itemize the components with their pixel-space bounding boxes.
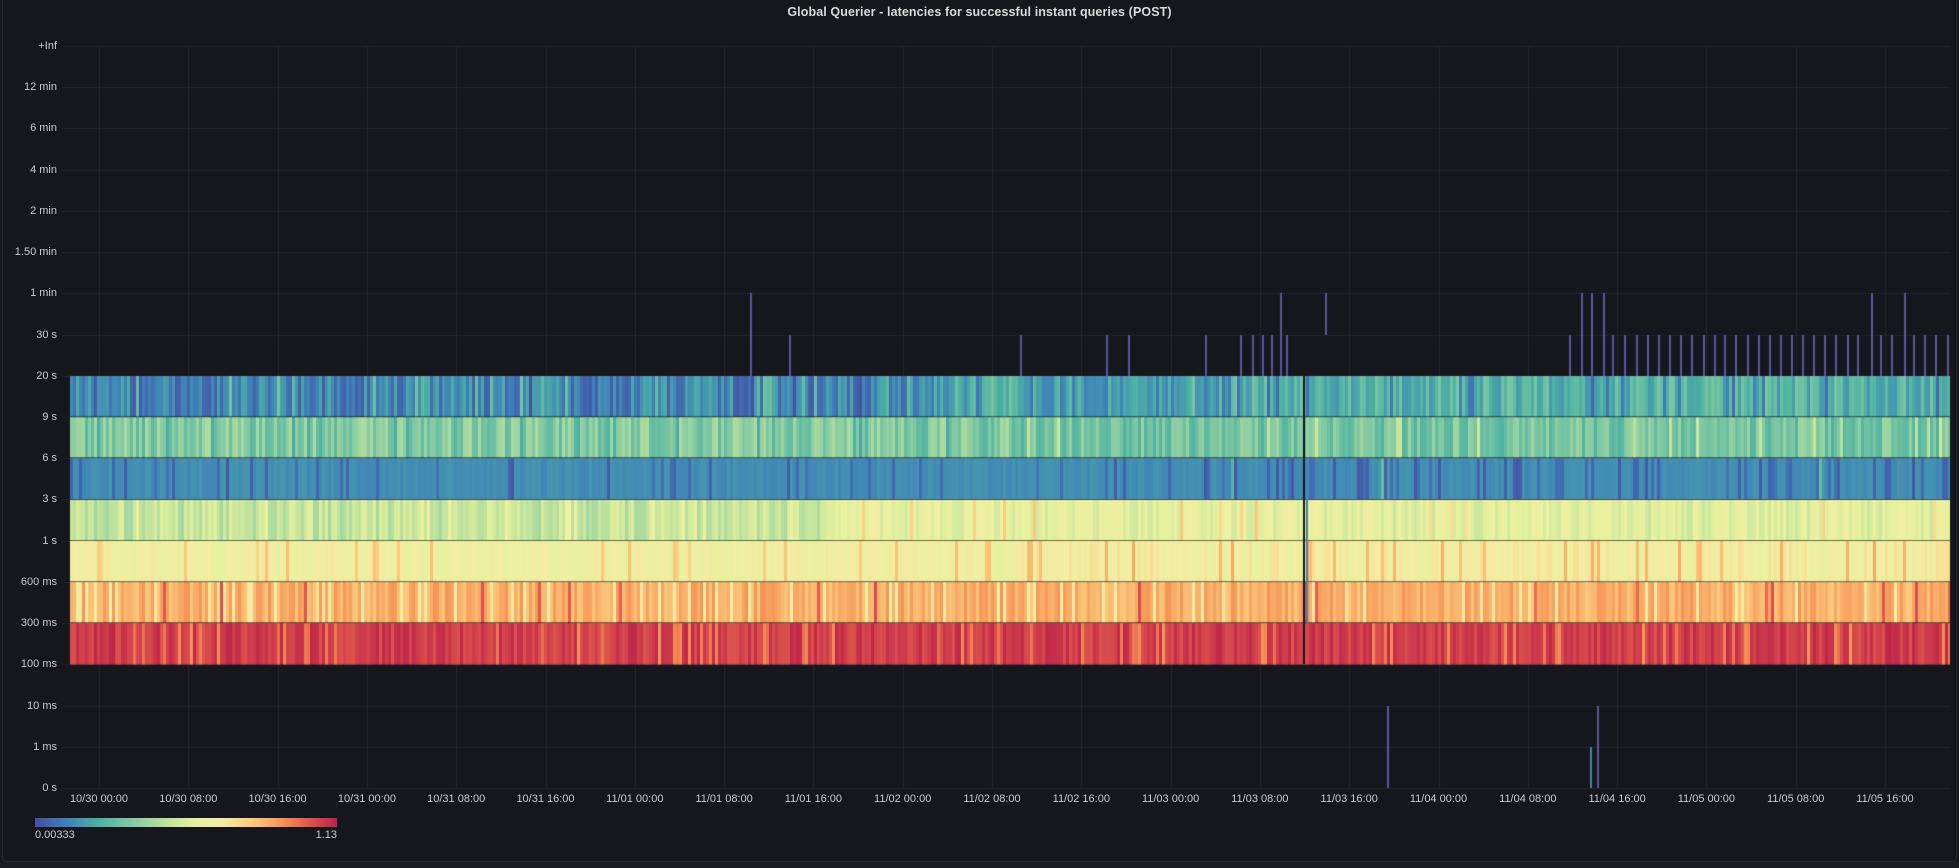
y-axis-label: 300 ms	[20, 617, 57, 630]
x-axis-label: 10/31 08:00	[427, 793, 486, 805]
y-axis-label: 9 s	[42, 410, 57, 423]
x-axis-label: 11/01 08:00	[695, 793, 753, 805]
page-background-strip	[0, 862, 1959, 868]
x-axis-label: 11/03 16:00	[1320, 793, 1378, 805]
x-axis-label: 11/02 08:00	[963, 793, 1021, 805]
color-gradient-bar	[35, 818, 337, 827]
y-axis-label: 1 ms	[33, 740, 57, 753]
y-axis-label: 600 ms	[20, 575, 57, 588]
panel-title[interactable]: Global Querier - latencies for successfu…	[787, 5, 1172, 19]
y-axis-label: 6 s	[42, 452, 57, 465]
y-axis-label: 10 ms	[27, 699, 57, 712]
y-axis-label: 30 s	[36, 328, 57, 341]
y-axis-label: 4 min	[30, 163, 57, 176]
x-axis-label: 10/31 00:00	[337, 793, 396, 805]
x-axis-label: 10/30 16:00	[248, 793, 307, 805]
y-axis-label: 0 s	[42, 781, 57, 794]
x-axis-label: 11/01 00:00	[606, 793, 664, 805]
x-axis-label: 11/02 00:00	[874, 793, 932, 805]
y-axis-label: 2 min	[30, 204, 57, 217]
x-axis-label: 11/03 00:00	[1141, 793, 1200, 805]
x-axis-label: 11/05 00:00	[1677, 793, 1736, 805]
y-axis-label: 1.50 min	[14, 246, 57, 259]
x-axis-label: 11/05 08:00	[1767, 793, 1825, 805]
y-axis-label: 6 min	[30, 122, 57, 135]
y-axis-label: 20 s	[36, 369, 57, 382]
y-axis-label: +Inf	[38, 40, 57, 52]
x-axis-label: 11/02 16:00	[1052, 793, 1110, 805]
x-axis-label: 10/31 16:00	[516, 793, 575, 805]
legend-max-value: 1.13	[315, 829, 337, 841]
x-axis-label: 10/30 00:00	[69, 793, 129, 805]
legend-min-value: 0.00333	[35, 829, 75, 841]
x-axis-label: 11/01 16:00	[784, 793, 843, 805]
x-axis-label: 11/04 16:00	[1588, 793, 1646, 805]
x-axis-label: 11/04 08:00	[1499, 793, 1557, 805]
x-axis-label: 11/03 08:00	[1231, 793, 1289, 805]
y-axis-label: 1 s	[42, 534, 57, 547]
x-axis-label: 11/05 16:00	[1856, 793, 1914, 805]
y-axis-label: 12 min	[23, 81, 57, 94]
y-axis-label: 3 s	[42, 493, 57, 506]
y-axis-label: 100 ms	[20, 658, 57, 671]
x-axis-label: 10/30 08:00	[159, 793, 218, 805]
y-axis-label: 1 min	[30, 287, 57, 300]
x-axis-label: 11/04 00:00	[1409, 793, 1468, 805]
